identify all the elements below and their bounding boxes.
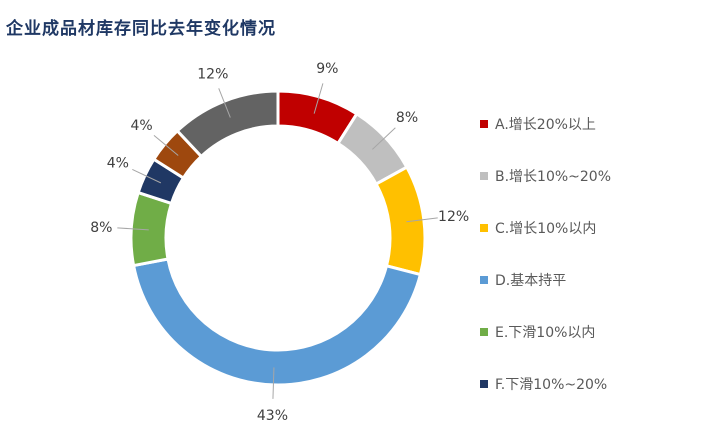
legend-label: A.增长20%以上 — [495, 117, 596, 133]
leader-line — [372, 127, 396, 150]
data-label: 12% — [197, 66, 228, 82]
donut-slice — [374, 165, 427, 277]
chart-title: 企业成品材库存同比去年变化情况 — [6, 19, 276, 39]
legend-label: B.增长10%~20% — [495, 169, 612, 185]
legend-label: E.下滑10%以内 — [495, 325, 596, 341]
legend-item-c: C.增长10%以内 — [480, 202, 611, 254]
legend-label: D.基本持平 — [495, 273, 567, 289]
legend-swatch — [480, 120, 488, 128]
data-label: 9% — [316, 61, 338, 77]
leader-line — [313, 83, 324, 114]
leader-line — [117, 227, 149, 231]
legend-item-f: F.下滑10%~20% — [480, 358, 611, 410]
legend-item-d: D.基本持平 — [480, 254, 611, 306]
chart-legend: A.增长20%以上 B.增长10%~20% C.增长10%以内 D.基本持平 E… — [480, 98, 611, 410]
data-label: 8% — [396, 110, 418, 126]
data-label: 4% — [107, 156, 129, 172]
legend-swatch — [480, 172, 488, 180]
legend-item-a: A.增长20%以上 — [480, 98, 611, 150]
data-label: 8% — [90, 220, 112, 236]
leader-line — [132, 168, 162, 184]
leader-line — [406, 217, 438, 223]
leader-line — [153, 134, 179, 156]
legend-item-e: E.下滑10%以内 — [480, 306, 611, 358]
data-label: 4% — [131, 118, 153, 134]
leader-line — [218, 88, 231, 118]
donut-slice — [131, 257, 423, 387]
legend-swatch — [480, 224, 488, 232]
legend-swatch — [480, 328, 488, 336]
legend-swatch — [480, 276, 488, 284]
legend-swatch — [480, 380, 488, 388]
donut-slice — [175, 89, 280, 159]
legend-label: F.下滑10%~20% — [495, 377, 608, 393]
legend-item-b: B.增长10%~20% — [480, 150, 611, 202]
data-label: 43% — [257, 408, 288, 424]
data-label: 12% — [438, 209, 469, 225]
leader-line — [272, 367, 275, 399]
legend-label: C.增长10%以内 — [495, 221, 597, 237]
